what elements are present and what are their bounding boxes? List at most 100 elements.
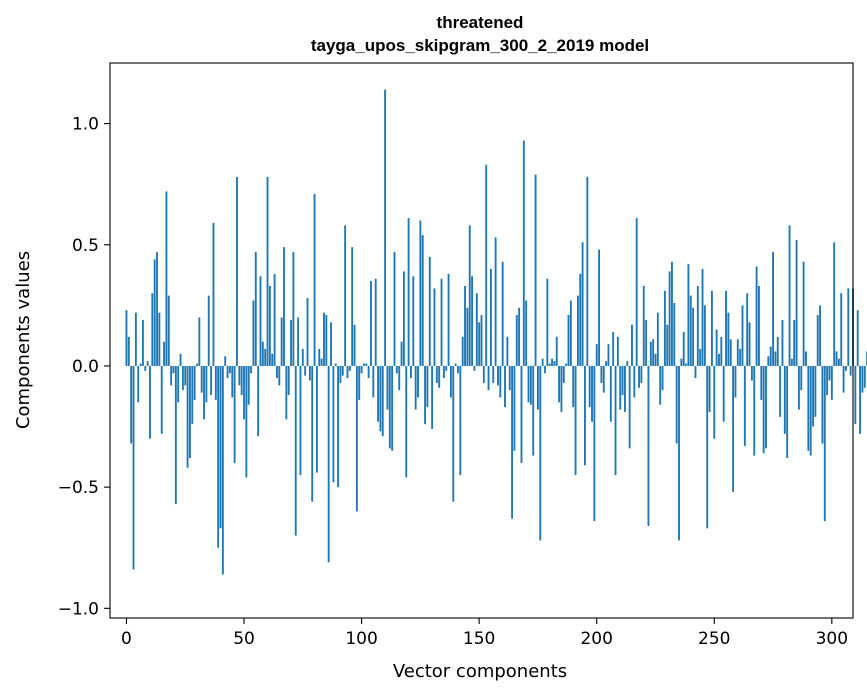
bar-306 bbox=[845, 365, 847, 371]
bar-310 bbox=[854, 365, 857, 425]
bar-280 bbox=[783, 365, 786, 434]
bar-86 bbox=[327, 365, 330, 563]
bar-263 bbox=[743, 365, 746, 446]
bar-224 bbox=[652, 339, 655, 366]
bar-35 bbox=[207, 295, 210, 366]
bar-56 bbox=[257, 365, 260, 437]
bar-100 bbox=[360, 365, 363, 374]
bar-17 bbox=[165, 191, 168, 366]
bar-251 bbox=[715, 329, 718, 366]
bar-218 bbox=[638, 365, 640, 388]
bar-159 bbox=[499, 365, 502, 398]
y-axis-label: Components values bbox=[13, 251, 34, 429]
bar-18 bbox=[167, 295, 170, 366]
bar-59 bbox=[264, 348, 267, 366]
bar-216 bbox=[633, 365, 636, 398]
bar-135 bbox=[442, 365, 445, 379]
bar-98 bbox=[355, 365, 358, 512]
bar-16 bbox=[163, 341, 166, 366]
bar-73 bbox=[297, 317, 300, 366]
bar-222 bbox=[647, 365, 650, 526]
bar-272 bbox=[765, 365, 767, 449]
bar-112 bbox=[388, 365, 391, 449]
bar-139 bbox=[452, 365, 455, 502]
bar-85 bbox=[325, 315, 328, 366]
bar-43 bbox=[226, 365, 229, 379]
bar-259 bbox=[734, 365, 737, 398]
bar-116 bbox=[398, 365, 401, 391]
bar-160 bbox=[501, 261, 504, 366]
y-tick-label: 0.5 bbox=[72, 236, 99, 256]
bar-234 bbox=[675, 365, 678, 444]
bar-226 bbox=[656, 312, 659, 366]
bar-55 bbox=[254, 252, 257, 366]
bar-231 bbox=[668, 271, 671, 366]
bar-34 bbox=[205, 365, 208, 403]
x-tick-label: 100 bbox=[345, 629, 377, 649]
bar-79 bbox=[311, 365, 314, 502]
x-tick-label: 300 bbox=[816, 629, 848, 649]
bar-300 bbox=[830, 365, 833, 400]
plot-area-frame bbox=[109, 62, 854, 619]
bar-250 bbox=[713, 365, 716, 439]
chart-title: threatened bbox=[437, 13, 524, 32]
bar-114 bbox=[393, 252, 396, 366]
bar-313 bbox=[861, 365, 864, 393]
y-axis-ticks: −1.0 −0.5 0.0 0.5 1.0 bbox=[58, 115, 110, 619]
bar-155 bbox=[489, 269, 492, 366]
bar-286 bbox=[797, 365, 800, 410]
bar-137 bbox=[447, 273, 450, 366]
bar-202 bbox=[600, 365, 603, 383]
bar-25 bbox=[184, 365, 187, 386]
bar-153 bbox=[485, 164, 488, 366]
bar-262 bbox=[741, 305, 744, 366]
bar-211 bbox=[621, 365, 624, 396]
bar-46 bbox=[233, 365, 236, 463]
bar-271 bbox=[762, 365, 765, 454]
bar-151 bbox=[480, 315, 483, 366]
bar-92 bbox=[341, 365, 344, 376]
bar-221 bbox=[645, 319, 648, 366]
bar-238 bbox=[685, 363, 687, 366]
bar-124 bbox=[417, 365, 419, 398]
bar-87 bbox=[330, 322, 332, 366]
bar-196 bbox=[586, 176, 589, 366]
bar-71 bbox=[292, 252, 295, 366]
bar-63 bbox=[273, 273, 276, 366]
bar-183 bbox=[555, 336, 558, 366]
bar-270 bbox=[760, 365, 763, 400]
bar-267 bbox=[753, 365, 756, 456]
bar-188 bbox=[567, 315, 570, 366]
bar-74 bbox=[299, 365, 302, 476]
bar-302 bbox=[835, 351, 838, 366]
bar-245 bbox=[701, 269, 704, 366]
bar-308 bbox=[849, 365, 852, 376]
bar-41 bbox=[221, 365, 224, 575]
bar-173 bbox=[532, 365, 535, 456]
bar-205 bbox=[607, 344, 610, 366]
bar-167 bbox=[518, 307, 521, 366]
bar-49 bbox=[240, 365, 243, 396]
bar-254 bbox=[722, 365, 725, 422]
bar-177 bbox=[541, 358, 544, 366]
bar-68 bbox=[285, 365, 288, 420]
bar-283 bbox=[790, 358, 793, 366]
bar-176 bbox=[539, 365, 542, 541]
bar-60 bbox=[266, 176, 269, 366]
bar-0 bbox=[125, 310, 128, 366]
bar-54 bbox=[252, 300, 255, 366]
bar-185 bbox=[560, 365, 563, 412]
bar-279 bbox=[781, 319, 784, 366]
bar-179 bbox=[546, 278, 549, 366]
x-tick-label: 0 bbox=[121, 629, 132, 649]
bar-225 bbox=[654, 353, 657, 366]
bar-258 bbox=[732, 365, 735, 492]
bar-303 bbox=[837, 358, 840, 366]
bar-103 bbox=[367, 365, 370, 379]
x-tick-label: 150 bbox=[463, 629, 495, 649]
bar-9 bbox=[146, 361, 149, 366]
bar-276 bbox=[774, 351, 777, 366]
bar-204 bbox=[605, 361, 608, 366]
bar-146 bbox=[468, 225, 471, 366]
